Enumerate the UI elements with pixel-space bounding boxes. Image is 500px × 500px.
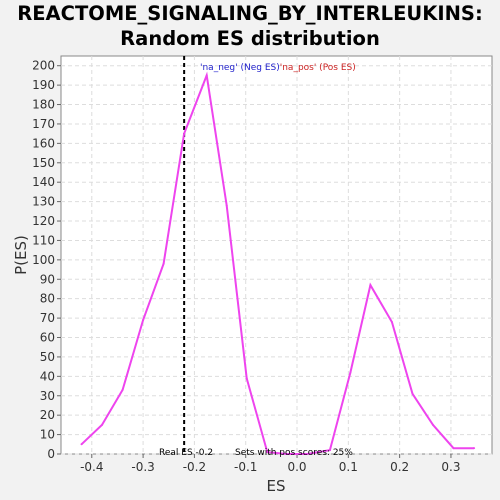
x-tick-label: 0.3 (441, 460, 460, 474)
data-point (473, 447, 476, 450)
chart-title-line1: REACTOME_SIGNALING_BY_INTERLEUKINS: (17, 2, 483, 25)
series-line (80, 71, 474, 455)
data-point (205, 74, 208, 77)
data-point (142, 319, 145, 322)
y-tick-label: 200 (32, 59, 55, 73)
y-tick-label: 80 (40, 292, 55, 306)
y-tick-label: 100 (32, 253, 55, 267)
legend-pos: 'na_pos' (Pos ES) (280, 63, 356, 73)
y-tick-label: 140 (32, 175, 55, 189)
y-tick-label: 150 (32, 156, 55, 170)
data-point (411, 392, 414, 395)
data-point (245, 377, 248, 380)
y-axis-title: P(ES) (12, 235, 30, 275)
y-tick-label: 60 (40, 331, 55, 345)
legend-neg: 'na_neg' (Neg ES) (200, 63, 280, 73)
data-point (306, 453, 309, 455)
x-tick-label: 0.0 (287, 460, 306, 474)
y-tick-label: 120 (32, 214, 55, 228)
y-tick-label: 190 (32, 78, 55, 92)
y-tick-label: 20 (40, 408, 55, 422)
sets-pos-annotation: Sets with pos scores: 25% (235, 448, 353, 458)
y-tick-label: 10 (40, 428, 55, 442)
y-tick-label: 40 (40, 369, 55, 383)
data-point (183, 132, 186, 135)
x-axis: -0.4 -0.3 -0.2 -0.1 0.0 0.1 0.2 0.3 (80, 454, 460, 474)
y-tick-label: 160 (32, 136, 55, 150)
data-point (266, 451, 269, 454)
data-point (369, 284, 372, 287)
data-point (121, 388, 124, 391)
data-point (390, 320, 393, 323)
y-tick-label: 50 (40, 350, 55, 364)
data-point (225, 204, 228, 207)
x-tick-label: -0.1 (234, 460, 257, 474)
data-point (431, 423, 434, 426)
plot-area (60, 55, 493, 455)
data-point (328, 449, 331, 452)
data-point (285, 453, 288, 455)
data-point (452, 447, 455, 450)
y-tick-label: 110 (32, 233, 55, 247)
real-es-annotation: Real ES -0.2 (159, 448, 213, 458)
x-tick-label: 0.2 (390, 460, 409, 474)
y-tick-label: 170 (32, 117, 55, 131)
y-tick-label: 90 (40, 272, 55, 286)
y-tick-label: 130 (32, 195, 55, 209)
data-point (349, 371, 352, 374)
data-point (101, 423, 104, 426)
data-point (80, 443, 83, 446)
y-tick-label: 70 (40, 311, 55, 325)
x-tick-label: -0.4 (80, 460, 103, 474)
grid (61, 56, 492, 455)
chart-title-line2: Random ES distribution (120, 27, 380, 50)
y-axis: 0 10 20 30 40 50 60 70 80 90 100 110 120 130 140 150 160… (32, 59, 61, 461)
y-tick-label: 180 (32, 98, 55, 112)
x-tick-label: -0.3 (131, 460, 154, 474)
y-tick-label: 30 (40, 389, 55, 403)
x-tick-label: -0.2 (183, 460, 206, 474)
data-point (162, 262, 165, 265)
x-axis-title: ES (267, 477, 286, 495)
y-tick-label: 0 (47, 447, 55, 461)
x-tick-label: 0.1 (339, 460, 358, 474)
legend: 'na_neg' (Neg ES)'na_pos' (Pos ES) (200, 63, 356, 73)
